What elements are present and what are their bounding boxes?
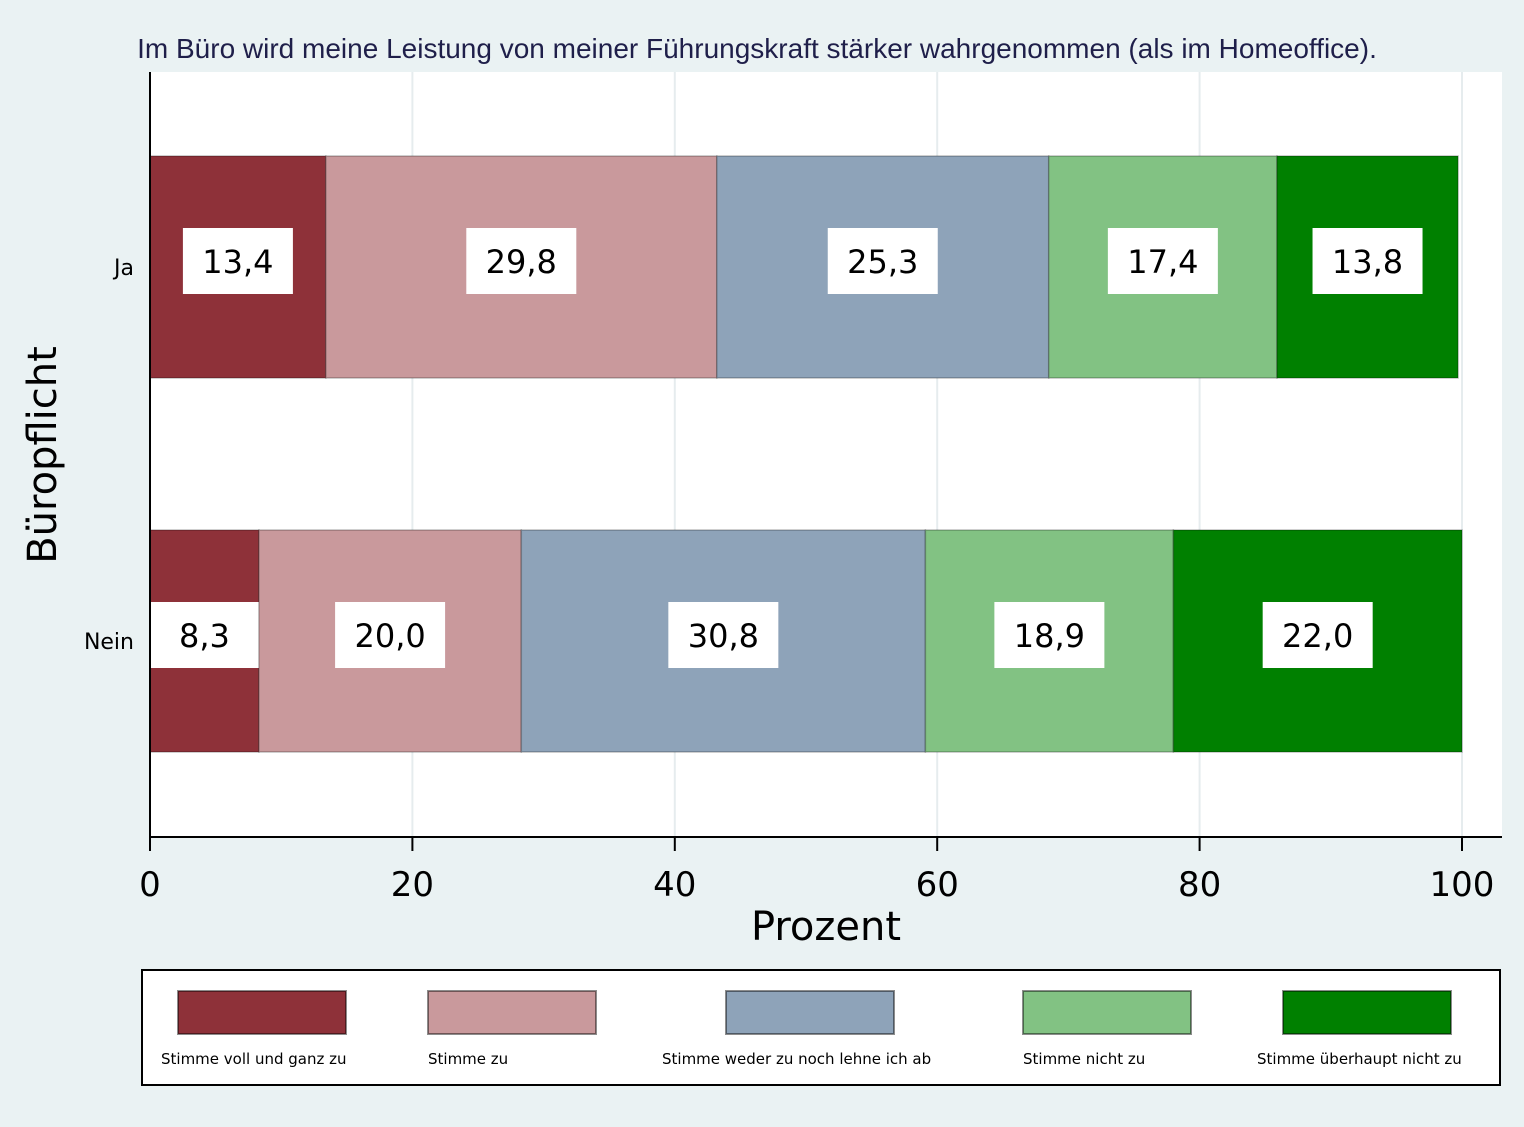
value-label-nein-3: 18,9 (1014, 617, 1085, 655)
value-label-ja-3: 17,4 (1127, 243, 1198, 281)
legend-label-1: Stimme zu (428, 1050, 508, 1068)
legend: Stimme voll und ganz zu Stimme zu Stimme w… (161, 990, 1462, 1068)
value-label-ja-2: 25,3 (847, 243, 918, 281)
y-axis-title: Büropflicht (20, 346, 66, 564)
value-label-box-nein-4 (1262, 602, 1373, 668)
y-category-label-nein: Nein (84, 630, 134, 655)
value-label-box-ja-2 (827, 228, 938, 294)
value-label-box-ja-1 (466, 228, 577, 294)
value-label-ja-4: 13,8 (1332, 243, 1403, 281)
x-axis-title: Prozent (751, 904, 901, 950)
legend-label-3: Stimme nicht zu (1023, 1050, 1145, 1068)
chart-title: Im Büro wird meine Leistung von meiner F… (137, 33, 1377, 64)
legend-swatch-2 (725, 990, 895, 1035)
legend-swatch-0 (177, 990, 347, 1035)
value-label-box-ja-3 (1107, 228, 1218, 294)
legend-swatch-3 (1022, 990, 1192, 1035)
axes: 0 20 40 60 80 100 Ja Nein (84, 72, 1502, 905)
x-tick-label-80: 80 (1178, 865, 1221, 905)
x-tick-label-20: 20 (391, 865, 434, 905)
value-label-box-ja-0 (182, 228, 293, 294)
legend-label-4: Stimme überhaupt nicht zu (1257, 1050, 1462, 1068)
value-label-nein-4: 22,0 (1282, 617, 1353, 655)
bars: 13,4 29,8 25,3 17,4 13,8 8,3 20,0 30,8 18,9 22,0 (149, 155, 1463, 753)
x-tick-label-40: 40 (653, 865, 696, 905)
legend-label-2: Stimme weder zu noch lehne ich ab (662, 1050, 931, 1068)
value-label-ja-1: 29,8 (486, 243, 557, 281)
value-label-box-nein-1 (335, 602, 446, 668)
x-tick-label-0: 0 (139, 865, 161, 905)
legend-swatch-4 (1282, 990, 1452, 1035)
value-label-box-nein-3 (994, 602, 1105, 668)
legend-label-0: Stimme voll und ganz zu (161, 1050, 347, 1068)
x-tick-label-60: 60 (916, 865, 959, 905)
y-category-label-ja: Ja (112, 256, 134, 281)
value-label-nein-0: 8,3 (179, 617, 230, 655)
value-label-ja-0: 13,4 (202, 243, 273, 281)
value-label-box-nein-2 (668, 602, 779, 668)
value-label-nein-1: 20,0 (354, 617, 425, 655)
x-tick-label-100: 100 (1430, 865, 1495, 905)
value-label-box-nein-0 (149, 602, 260, 668)
value-label-box-ja-4 (1312, 228, 1423, 294)
value-label-nein-2: 30,8 (688, 617, 759, 655)
legend-swatch-1 (427, 990, 597, 1035)
